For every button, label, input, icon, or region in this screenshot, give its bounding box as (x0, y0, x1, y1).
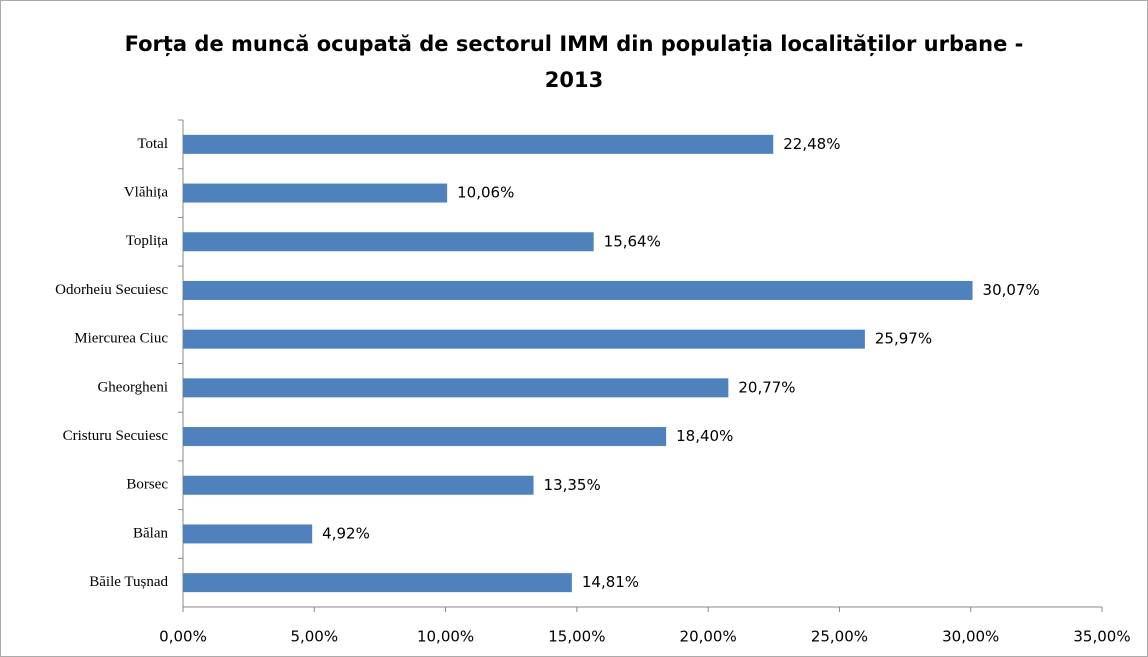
bar (183, 427, 667, 447)
bar (183, 524, 313, 544)
value-label: 14,81% (582, 573, 639, 591)
value-label: 18,40% (676, 427, 733, 445)
x-tick-label: 20,00% (680, 628, 737, 646)
bar (183, 183, 448, 203)
value-label: 22,48% (783, 135, 840, 153)
y-tick-label: Băile Tușnad (89, 574, 168, 590)
bar (183, 475, 534, 495)
bar (183, 329, 865, 349)
x-tick-label: 25,00% (811, 628, 868, 646)
x-tick-label: 35,00% (1073, 628, 1130, 646)
value-label: 20,77% (738, 378, 795, 396)
bar (183, 280, 973, 300)
bar (183, 378, 729, 398)
value-label: 15,64% (604, 232, 661, 250)
bar (183, 134, 774, 154)
value-label: 4,92% (322, 524, 370, 542)
x-tick-label: 15,00% (548, 628, 605, 646)
x-tick-label: 30,00% (942, 628, 999, 646)
y-tick-label: Cristuru Secuiesc (63, 428, 169, 444)
y-tick-label: Borsec (126, 477, 168, 493)
value-label: 10,06% (457, 184, 514, 202)
y-tick-label: Toplița (126, 233, 169, 249)
y-tick-label: Total (137, 136, 168, 152)
value-label: 13,35% (544, 476, 601, 494)
bar (183, 573, 572, 593)
y-tick-label: Bălan (133, 525, 168, 541)
chart-title: Forța de muncă ocupată de sectorul IMM d… (124, 32, 1024, 92)
y-tick-label: Vlăhița (124, 184, 168, 200)
value-label: 25,97% (875, 330, 932, 348)
x-tick-label: 0,00% (159, 628, 207, 646)
value-label: 30,07% (983, 281, 1040, 299)
bar (183, 232, 594, 252)
x-tick-label: 10,00% (417, 628, 474, 646)
y-tick-label: Odorheiu Secuiesc (55, 282, 168, 298)
y-tick-label: Gheorgheni (97, 379, 168, 395)
x-tick-label: 5,00% (290, 628, 338, 646)
y-tick-label: Miercurea Ciuc (74, 331, 168, 347)
